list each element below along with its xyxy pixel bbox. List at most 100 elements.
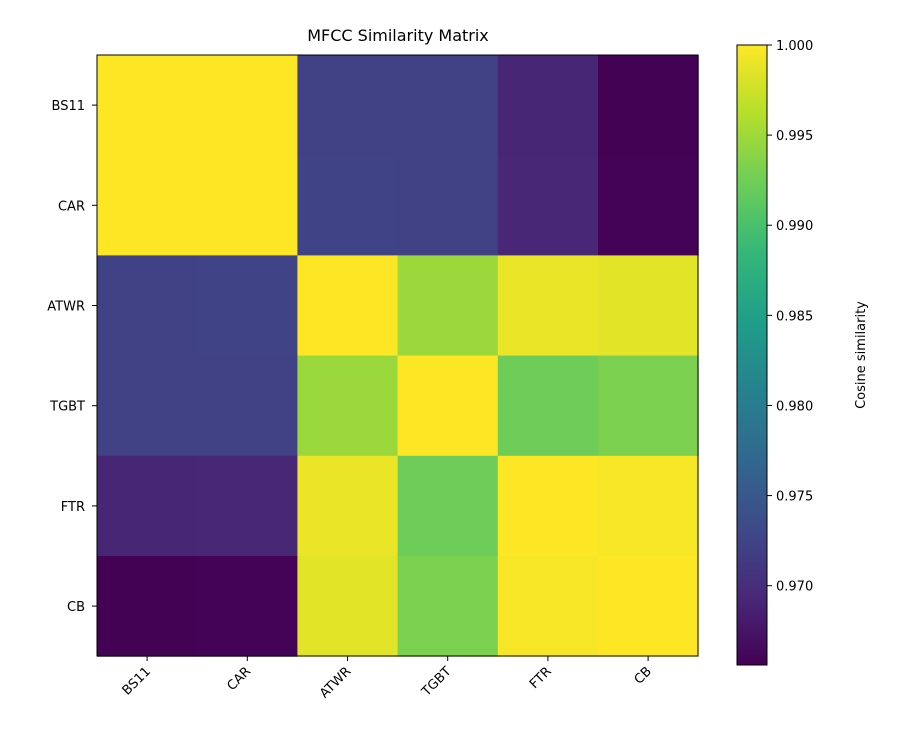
colorbar-segment — [737, 445, 767, 447]
colorbar-segment — [737, 592, 767, 594]
colorbar-segment — [737, 493, 767, 495]
colorbar-segment — [737, 547, 767, 549]
colorbar-segment — [737, 253, 767, 255]
colorbar-segment — [737, 425, 767, 427]
colorbar-segment — [737, 334, 767, 336]
colorbar-segment — [737, 468, 767, 470]
colorbar-segment — [737, 546, 767, 548]
colorbar-segment — [737, 241, 767, 243]
colorbar-segment — [737, 374, 767, 376]
colorbar-segment — [737, 165, 767, 167]
x-tick-label: FTR — [527, 664, 555, 692]
colorbar-segment — [737, 90, 767, 92]
colorbar-segment — [737, 604, 767, 606]
colorbar-segment — [737, 612, 767, 614]
colorbar-segment — [737, 268, 767, 270]
colorbar-segment — [737, 51, 767, 53]
heatmap-cell-BS11-CAR — [197, 55, 298, 156]
colorbar-segment — [737, 78, 767, 80]
colorbar-segment — [737, 341, 767, 343]
colorbar-segment — [737, 449, 767, 451]
colorbar-segment — [737, 503, 767, 505]
colorbar-segment — [737, 579, 767, 581]
colorbar-segment — [737, 117, 767, 119]
colorbar-segment — [737, 114, 767, 116]
colorbar-segment — [737, 133, 767, 135]
colorbar-segment — [737, 255, 767, 257]
colorbar-segment — [737, 613, 767, 615]
heatmap-cell-TGBT-CB — [598, 355, 699, 457]
heatmap-cell-TGBT-FTR — [497, 355, 599, 457]
colorbar-segment — [737, 609, 767, 611]
y-tick-label: CB — [67, 600, 85, 615]
colorbar-segment — [737, 136, 767, 138]
colorbar-segment — [737, 400, 767, 402]
colorbar-segment — [737, 147, 767, 149]
colorbar-segment — [737, 322, 767, 324]
colorbar-segment — [737, 348, 767, 350]
colorbar-segment — [737, 442, 767, 444]
colorbar-segment — [737, 77, 767, 79]
colorbar-segment — [737, 490, 767, 492]
colorbar-segment — [737, 469, 767, 471]
colorbar-segment — [737, 623, 767, 625]
colorbar-segment — [737, 288, 767, 290]
colorbar-segment — [737, 475, 767, 477]
colorbar-segment — [737, 260, 767, 262]
colorbar-segment — [737, 129, 767, 131]
colorbar-segment — [737, 180, 767, 182]
colorbar-segment — [737, 232, 767, 234]
colorbar-segment — [737, 544, 767, 546]
colorbar-segment — [737, 143, 767, 145]
colorbar-segment — [737, 215, 767, 217]
colorbar-segment — [737, 359, 767, 361]
colorbar-segment — [737, 71, 767, 73]
colorbar-segment — [737, 161, 767, 163]
colorbar-segment — [737, 644, 767, 646]
colorbar-segment — [737, 587, 767, 589]
heatmap-cell-CAR-TGBT — [397, 155, 499, 256]
colorbar-segment — [737, 558, 767, 560]
colorbar-segment — [737, 349, 767, 351]
colorbar-segment — [737, 657, 767, 659]
colorbar-segment — [737, 281, 767, 283]
colorbar-segment — [737, 75, 767, 77]
colorbar-segment — [737, 295, 767, 297]
colorbar-segment — [737, 67, 767, 69]
colorbar-segment — [737, 189, 767, 191]
colorbar-segment — [737, 142, 767, 144]
colorbar-segment — [737, 274, 767, 276]
colorbar-segment — [737, 453, 767, 455]
colorbar-segment — [737, 285, 767, 287]
colorbar-segment — [737, 463, 767, 465]
colorbar-segment — [737, 538, 767, 540]
colorbar-segment — [737, 540, 767, 542]
colorbar-segment — [737, 151, 767, 153]
colorbar-segment — [737, 190, 767, 192]
colorbar-segment — [737, 245, 767, 247]
colorbar-segment — [737, 382, 767, 384]
colorbar-segment — [737, 365, 767, 367]
colorbar-segment — [737, 363, 767, 365]
colorbar-segment — [737, 266, 767, 268]
heatmap-cell-BS11-BS11 — [97, 55, 198, 156]
colorbar-segment — [737, 619, 767, 621]
colorbar-segment — [737, 522, 767, 524]
colorbar-segment — [737, 541, 767, 543]
colorbar-segment — [737, 353, 767, 355]
colorbar-segment — [737, 406, 767, 408]
colorbar-segment — [737, 47, 767, 49]
colorbar-segment — [737, 73, 767, 75]
colorbar-segment — [737, 211, 767, 213]
colorbar-segment — [737, 171, 767, 173]
colorbar-segment — [737, 303, 767, 305]
heatmap-cell-ATWR-BS11 — [97, 255, 198, 357]
colorbar-segment — [737, 329, 767, 331]
colorbar-segment — [737, 213, 767, 215]
colorbar-segment — [737, 64, 767, 66]
colorbar-segment — [737, 290, 767, 292]
colorbar-segment — [737, 106, 767, 108]
colorbar-segment — [737, 46, 767, 48]
colorbar-segment — [737, 552, 767, 554]
colorbar-segment — [737, 472, 767, 474]
